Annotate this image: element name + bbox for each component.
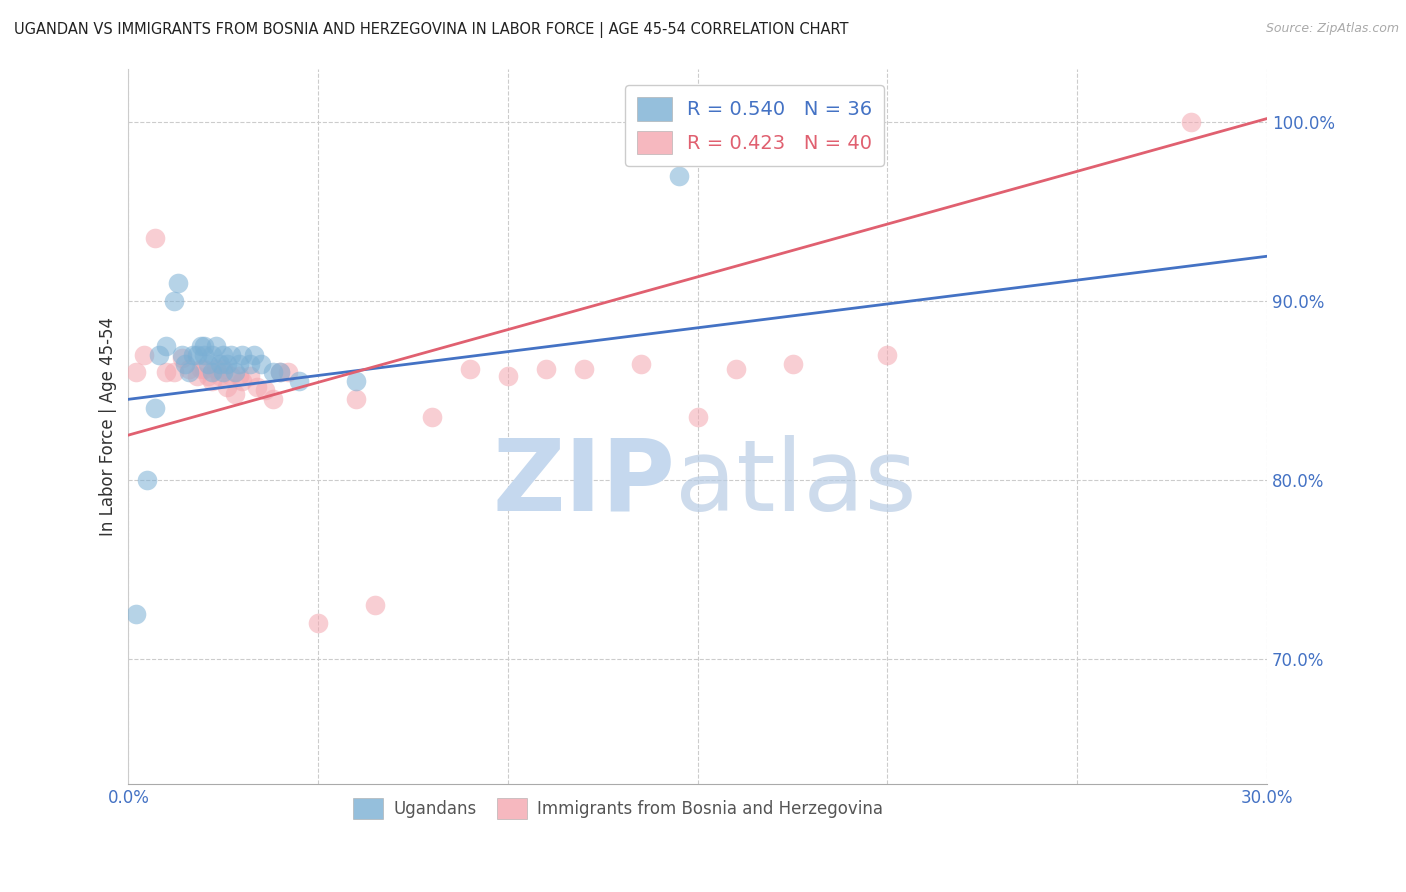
Point bbox=[224, 366, 246, 380]
Point bbox=[190, 339, 212, 353]
Point bbox=[572, 362, 595, 376]
Point bbox=[630, 357, 652, 371]
Point bbox=[170, 351, 193, 366]
Point bbox=[254, 384, 277, 398]
Y-axis label: In Labor Force | Age 45-54: In Labor Force | Age 45-54 bbox=[100, 317, 117, 535]
Point bbox=[242, 348, 264, 362]
Point bbox=[782, 357, 804, 371]
Point bbox=[820, 115, 842, 129]
Point bbox=[193, 362, 215, 376]
Point bbox=[174, 357, 197, 371]
Point bbox=[269, 366, 291, 380]
Text: UGANDAN VS IMMIGRANTS FROM BOSNIA AND HERZEGOVINA IN LABOR FORCE | AGE 45-54 COR: UGANDAN VS IMMIGRANTS FROM BOSNIA AND HE… bbox=[14, 22, 849, 38]
Point bbox=[288, 375, 311, 389]
Point bbox=[186, 369, 208, 384]
Point bbox=[155, 339, 177, 353]
Point bbox=[166, 276, 188, 290]
Point bbox=[132, 348, 155, 362]
Point bbox=[217, 380, 239, 394]
Point bbox=[204, 362, 226, 376]
Point bbox=[201, 366, 224, 380]
Point bbox=[420, 410, 443, 425]
Point bbox=[364, 598, 387, 612]
Point bbox=[246, 380, 269, 394]
Point bbox=[212, 348, 235, 362]
Point bbox=[186, 348, 208, 362]
Point bbox=[212, 362, 235, 376]
Point bbox=[1180, 115, 1202, 129]
Legend: Ugandans, Immigrants from Bosnia and Herzegovina: Ugandans, Immigrants from Bosnia and Her… bbox=[347, 792, 889, 825]
Point bbox=[496, 369, 519, 384]
Point bbox=[239, 369, 262, 384]
Point bbox=[307, 615, 329, 630]
Point bbox=[197, 369, 219, 384]
Point bbox=[190, 362, 212, 376]
Point bbox=[143, 401, 166, 416]
Point bbox=[250, 357, 273, 371]
Point bbox=[228, 357, 250, 371]
Point bbox=[231, 348, 253, 362]
Point bbox=[170, 348, 193, 362]
Point bbox=[201, 348, 224, 362]
Point bbox=[197, 357, 219, 371]
Point bbox=[193, 339, 215, 353]
Point bbox=[136, 473, 159, 487]
Text: atlas: atlas bbox=[675, 434, 917, 532]
Point bbox=[193, 348, 215, 362]
Point bbox=[344, 375, 367, 389]
Point bbox=[204, 339, 226, 353]
Text: Source: ZipAtlas.com: Source: ZipAtlas.com bbox=[1265, 22, 1399, 36]
Point bbox=[228, 369, 250, 384]
Point bbox=[208, 357, 231, 371]
Point bbox=[277, 366, 299, 380]
Point bbox=[269, 366, 291, 380]
Point bbox=[262, 392, 284, 407]
Point bbox=[219, 348, 242, 362]
Point bbox=[163, 366, 186, 380]
Point bbox=[458, 362, 481, 376]
Point bbox=[262, 366, 284, 380]
Point bbox=[201, 375, 224, 389]
Point bbox=[724, 362, 747, 376]
Point bbox=[239, 357, 262, 371]
Point bbox=[143, 231, 166, 245]
Point bbox=[125, 607, 148, 621]
Point bbox=[125, 366, 148, 380]
Point bbox=[179, 366, 201, 380]
Point bbox=[534, 362, 557, 376]
Point bbox=[155, 366, 177, 380]
Point bbox=[179, 362, 201, 376]
Point bbox=[344, 392, 367, 407]
Text: ZIP: ZIP bbox=[492, 434, 675, 532]
Point bbox=[163, 293, 186, 308]
Point bbox=[668, 169, 690, 183]
Point bbox=[217, 357, 239, 371]
Point bbox=[219, 369, 242, 384]
Point bbox=[224, 387, 246, 401]
Point bbox=[148, 348, 170, 362]
Point bbox=[876, 348, 898, 362]
Point bbox=[212, 366, 235, 380]
Point bbox=[231, 375, 253, 389]
Point bbox=[181, 348, 204, 362]
Point bbox=[686, 410, 709, 425]
Point bbox=[208, 369, 231, 384]
